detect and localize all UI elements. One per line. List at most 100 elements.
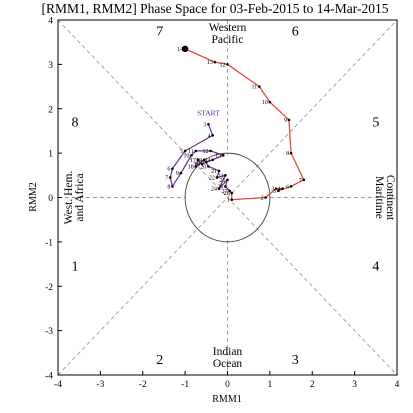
phase-label: 7: [156, 25, 163, 40]
data-point: [171, 167, 174, 170]
point-day-label: 15: [198, 160, 204, 166]
phase-guides: [57, 19, 398, 376]
point-day-label: 5: [180, 149, 183, 155]
point-day-label: 5: [273, 189, 276, 195]
data-point: [274, 187, 278, 190]
point-day-label: 3: [203, 122, 206, 128]
data-point: [257, 85, 261, 88]
data-point: [230, 198, 234, 202]
x-tick-label: 3: [352, 380, 357, 390]
start-label: START: [197, 108, 220, 117]
point-day-label: 28: [224, 191, 230, 197]
data-point: [277, 189, 280, 193]
data-point: [168, 176, 172, 179]
data-point: [190, 154, 193, 157]
point-day-label: 7: [165, 176, 168, 182]
data-point: [224, 174, 227, 177]
point-day-label: 19: [196, 158, 202, 164]
data-point: [215, 176, 219, 179]
amplitude-circle: [184, 152, 271, 243]
region-label: Ocean: [213, 358, 243, 370]
data-point: [179, 171, 183, 175]
point-day-label: 1: [227, 198, 230, 204]
point-day-label: 4: [208, 133, 211, 139]
data-point: [221, 154, 225, 157]
y-axis-label: RMM2: [28, 182, 39, 211]
point-day-label: 20: [200, 164, 206, 170]
phase-label: 1: [71, 260, 78, 275]
x-tick-label: 2: [310, 380, 315, 390]
point-day-label: 25: [220, 178, 226, 184]
data-point: [287, 118, 291, 122]
end-point-marker: [181, 45, 189, 53]
data-point: [302, 178, 306, 182]
y-tick-label: 4: [48, 17, 53, 27]
point-day-label: 9: [176, 171, 179, 177]
point-day-label: 13: [215, 153, 221, 159]
diagonal-guide: [57, 19, 398, 376]
data-point: [202, 158, 206, 162]
data-point: [207, 165, 210, 168]
point-day-label: 12: [203, 149, 209, 155]
point-day-label: 10: [183, 153, 189, 159]
point-day-label: 17: [190, 158, 196, 164]
point-day-label: 18: [188, 164, 194, 170]
point-day-label: 11: [252, 85, 258, 91]
data-point: [200, 162, 204, 166]
data-point: [205, 160, 208, 164]
y-tick-label: 1: [48, 150, 53, 160]
phase-label: 4: [372, 260, 379, 275]
data-point: [226, 178, 229, 182]
point-day-label: 8: [167, 184, 170, 190]
phase-label: 2: [156, 353, 163, 368]
phase-label: 3: [292, 353, 299, 368]
series-line: [169, 124, 233, 194]
phase-label: 6: [292, 25, 299, 40]
point-day-label: 16: [194, 162, 200, 168]
region-label: Maritime: [373, 176, 385, 219]
data-point: [226, 63, 229, 66]
phase-label: 8: [71, 116, 78, 131]
data-point: [228, 189, 231, 193]
point-day-label: 22: [209, 176, 215, 182]
x-axis-ticks: -4 -3 -2 -1 0 1 2 3 4: [54, 371, 400, 390]
chart-title: [RMM1, RMM2] Phase Space for 03-Feb-2015…: [42, 1, 389, 16]
data-point: [183, 149, 187, 153]
data-point: [211, 158, 214, 162]
point-day-label: 8: [286, 151, 289, 157]
data-point: [289, 185, 293, 188]
data-point: [194, 165, 198, 168]
point-day-label: 3: [271, 187, 274, 193]
data-point: [194, 149, 198, 153]
x-tick-label: 1: [268, 380, 273, 390]
point-day-label: 11: [188, 149, 194, 155]
x-axis-label: RMM1: [212, 394, 241, 405]
region-label: Continent: [384, 175, 396, 221]
data-point: [268, 100, 272, 104]
data-point: [211, 134, 214, 137]
point-day-label: 12: [220, 62, 226, 68]
x-tick-label: -2: [139, 380, 147, 390]
data-point: [171, 185, 174, 188]
y-tick-label: 0: [48, 194, 53, 204]
data-point: [281, 187, 284, 190]
point-day-label: 13: [207, 60, 213, 66]
data-point: [196, 158, 200, 162]
point-day-label: 10: [262, 100, 268, 106]
x-tick-label: -3: [96, 380, 104, 390]
phase-label: 5: [372, 116, 379, 131]
x-tick-label: 0: [225, 380, 230, 390]
region-label: Pacific: [212, 34, 244, 46]
point-day-label: 21: [211, 169, 217, 175]
y-tick-label: -1: [45, 238, 53, 248]
y-axis-ticks: -4 -3 -2 -1 0 1 2 3 4: [45, 17, 62, 382]
region-label: and Africa: [74, 173, 86, 221]
region-label: West. Hem.: [63, 171, 75, 225]
data-point: [230, 191, 234, 195]
point-day-label: 14: [205, 158, 211, 164]
data-point: [264, 196, 267, 199]
